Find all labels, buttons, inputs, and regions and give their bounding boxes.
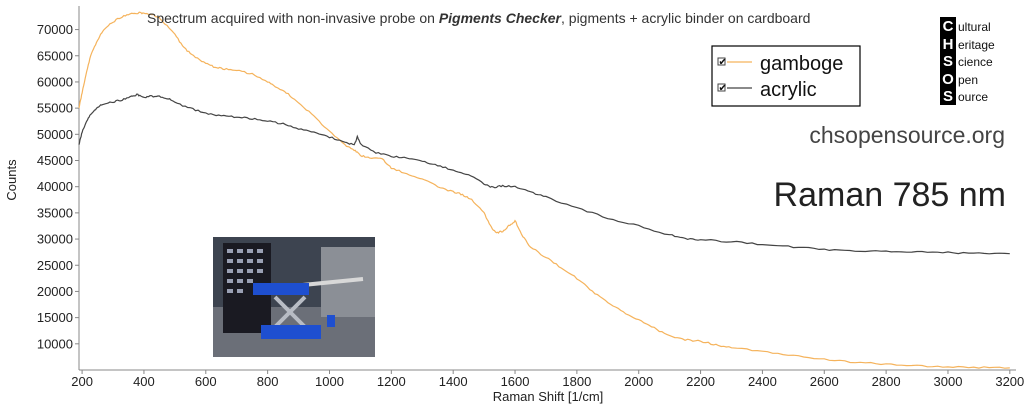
y-tick-label: 45000 [37, 153, 73, 168]
logo-word: ultural [958, 20, 991, 34]
x-tick-label: 3200 [995, 374, 1024, 389]
logo-letter: C [943, 18, 954, 35]
x-tick-label: 200 [71, 374, 93, 389]
y-tick-label: 20000 [37, 284, 73, 299]
x-tick-label: 800 [257, 374, 279, 389]
chart-title: Spectrum acquired with non-invasive prob… [147, 10, 810, 26]
logo-word: ource [958, 90, 988, 104]
method-label: Raman 785 nm [774, 176, 1006, 214]
photo-jack-base [261, 325, 321, 339]
y-tick-label: 65000 [37, 48, 73, 63]
series [78, 11, 1010, 369]
y-ticks: 10000 15000 20000 25000 30000 35000 40000 45000… [37, 22, 79, 351]
photo-checker-swatches [227, 249, 263, 293]
y-tick-label: 35000 [37, 205, 73, 220]
logo-word: pen [958, 73, 978, 87]
logo-bar [940, 17, 956, 105]
legend-label-gamboge: gamboge [760, 53, 843, 75]
checkmark-icon: ✔ [719, 57, 727, 68]
x-tick-label: 1200 [377, 374, 406, 389]
logo-word: cience [958, 55, 993, 69]
chart-title-bold: Pigments Checker [439, 10, 563, 26]
checkmark-icon: ✔ [719, 83, 727, 94]
series-line-gamboge [78, 11, 1010, 369]
x-tick-label: 2400 [748, 374, 777, 389]
y-tick-label: 60000 [37, 74, 73, 89]
y-tick-label: 50000 [37, 127, 73, 142]
x-tick-label: 2200 [686, 374, 715, 389]
photo-probe-holder [253, 283, 309, 295]
series-line-acrylic [78, 93, 1010, 255]
x-ticks: 200 400 600 800 1000 1200 1400 1600 1800 2000 2200… [71, 370, 1024, 389]
y-tick-label: 70000 [37, 22, 73, 37]
y-tick-label: 30000 [37, 232, 73, 247]
legend-box [711, 45, 861, 107]
legend: ✔ gamboge ✔ acrylic [711, 45, 861, 107]
logo-letter: O [942, 71, 954, 88]
chart-title-prefix: Spectrum acquired with non-invasive prob… [147, 10, 439, 26]
x-tick-label: 400 [133, 374, 155, 389]
logo-letter: H [943, 36, 954, 53]
y-axis-label: Counts [4, 159, 19, 201]
logo-letter: S [943, 88, 953, 105]
photo-blue-part [327, 315, 335, 327]
chsos-logo: C H S O S ultural eritage cience pen our… [940, 17, 995, 105]
y-tick-label: 40000 [37, 179, 73, 194]
logo-letter: S [943, 53, 953, 70]
x-axis-label: Raman Shift [1/cm] [493, 389, 604, 404]
y-tick-label: 25000 [37, 258, 73, 273]
axes [78, 6, 1016, 371]
x-tick-label: 2000 [624, 374, 653, 389]
legend-checkbox-gamboge[interactable] [717, 57, 726, 66]
legend-label-acrylic: acrylic [760, 79, 817, 101]
legend-checkbox-acrylic[interactable] [717, 83, 726, 92]
photo-lab-jack [273, 295, 307, 329]
x-tick-label: 2600 [810, 374, 839, 389]
x-tick-label: 1000 [315, 374, 344, 389]
x-tick-label: 1400 [439, 374, 468, 389]
x-tick-label: 3000 [934, 374, 963, 389]
x-tick-label: 1800 [562, 374, 591, 389]
brand-url: chsopensource.org [809, 122, 1005, 148]
x-tick-label: 2800 [872, 374, 901, 389]
y-tick-label: 10000 [37, 336, 73, 351]
y-tick-label: 15000 [37, 310, 73, 325]
y-tick-label: 55000 [37, 101, 73, 116]
probe-photo [213, 237, 375, 357]
logo-word: eritage [958, 38, 995, 52]
x-tick-label: 600 [195, 374, 217, 389]
x-tick-label: 1600 [501, 374, 530, 389]
chart-title-suffix: , pigments + acrylic binder on cardboard [561, 10, 810, 26]
